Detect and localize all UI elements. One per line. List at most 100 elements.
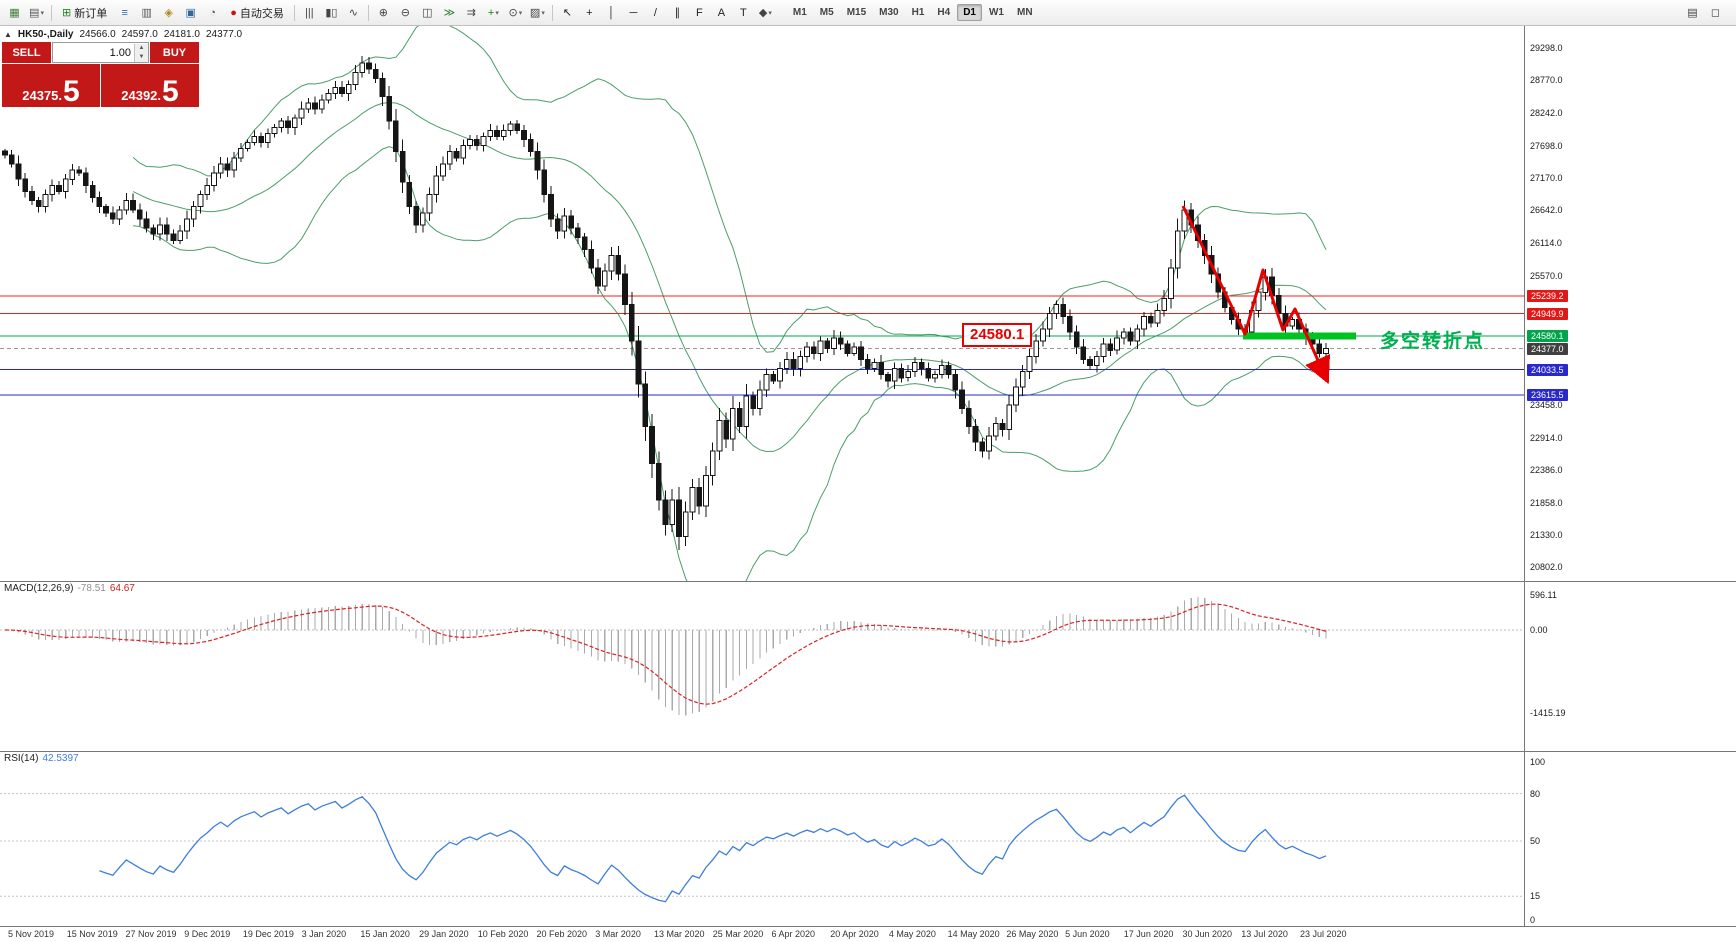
- navigator-icon[interactable]: ◈: [164, 7, 173, 19]
- data-window-icon[interactable]: ▥: [141, 7, 152, 19]
- price-axis-label: 26642.0: [1530, 205, 1563, 216]
- price-axis-label: 28770.0: [1530, 75, 1563, 86]
- sell-button[interactable]: SELL: [2, 42, 51, 63]
- zoom-out-icon[interactable]: ⊖: [400, 7, 410, 19]
- date-axis-label: 15 Nov 2019: [66, 929, 118, 939]
- vertical-line-icon[interactable]: │: [607, 6, 615, 19]
- autotrading-icon: ●: [230, 6, 237, 19]
- price-level-callout: 24580.1: [962, 323, 1033, 347]
- date-axis-label: 14 May 2020: [947, 929, 1000, 939]
- timeframe-h1-button[interactable]: H1: [911, 7, 925, 18]
- tile-windows-icon[interactable]: ◫: [422, 7, 433, 19]
- macd-panel[interactable]: MACD(12,26,9) -78.51 64.67: [0, 581, 1524, 751]
- price-level-label: 24949.9: [1527, 307, 1568, 320]
- timeframe-m5-button[interactable]: M5: [819, 7, 834, 18]
- timeframe-m1-button[interactable]: M1: [792, 7, 807, 18]
- cursor-icon[interactable]: ↖: [562, 7, 572, 19]
- toolbar-right-group: ▤ ◻: [1682, 2, 1732, 23]
- timeframe-m15-button[interactable]: M15: [846, 7, 867, 18]
- terminal-icon[interactable]: ▣: [185, 7, 196, 19]
- macd-label: MACD(12,26,9) -78.51 64.67: [4, 583, 135, 594]
- macd-axis-label: -1415.19: [1530, 708, 1566, 718]
- arrows-icon[interactable]: ◆ ▾: [758, 7, 772, 19]
- templates-button[interactable]: ▨ ▾: [529, 7, 545, 19]
- toolbar-left-group: ▦ ▤ ▾ ⊞ 新订单 ≡ ▥ ◈ ▣ ◔ ● 自动交易 ||| ▮▯ ∿ ⊕ ⊖ ◫ ≫ ⇉ + ▾ ⊙ ▾ ▨ ▾ ↖ + │ ─ / ∥…: [4, 2, 776, 23]
- bar-chart-icon[interactable]: |||: [305, 6, 314, 19]
- sell-price-big-digit: 5: [63, 74, 80, 108]
- indicators-button[interactable]: + ▾: [487, 6, 499, 19]
- macd-name: MACD(12,26,9): [4, 583, 74, 594]
- channel-icon[interactable]: ∥: [674, 7, 681, 19]
- crosshair-icon[interactable]: +: [586, 6, 593, 19]
- price-level-label: 24377.0: [1527, 342, 1568, 355]
- price-axis[interactable]: 29298.0 28770.0 28242.0 27698.0 27170.0 26642…: [1525, 26, 1736, 926]
- market-watch-icon[interactable]: ≡: [121, 6, 128, 19]
- buy-button[interactable]: BUY: [150, 42, 199, 63]
- chart-symbol: HK50-,Daily: [17, 29, 74, 40]
- rsi-panel[interactable]: RSI(14) 42.5397: [0, 751, 1524, 926]
- price-level-label: 23615.5: [1527, 389, 1568, 402]
- macd-main-value: -78.51: [77, 583, 106, 594]
- rsi-axis-label: 100: [1530, 757, 1546, 767]
- date-axis-label: 13 Jul 2020: [1241, 929, 1288, 939]
- print-icon[interactable]: ▤: [1687, 7, 1698, 19]
- date-axis-label: 20 Feb 2020: [536, 929, 588, 939]
- new-order-button[interactable]: ⊞ 新订单: [56, 2, 113, 23]
- full-screen-icon[interactable]: ◻: [1710, 7, 1721, 19]
- date-axis[interactable]: 5 Nov 2019 15 Nov 2019 27 Nov 2019 9 Dec 20…: [0, 927, 1736, 942]
- panel-separator[interactable]: [0, 581, 1736, 582]
- timeframe-d1-button[interactable]: D1: [957, 4, 982, 21]
- main-chart-panel[interactable]: ▲ HK50-,Daily 24566.0 24597.0 24181.0 24…: [0, 26, 1524, 581]
- new-chart-icon[interactable]: ▦: [9, 7, 20, 19]
- price-axis-label: 29298.0: [1530, 43, 1563, 53]
- date-axis-label: 9 Dec 2019: [184, 929, 231, 939]
- volume-down-icon[interactable]: ▼: [135, 52, 148, 62]
- sell-price-button[interactable]: 24375. 5: [2, 64, 100, 107]
- horizontal-line-icon[interactable]: ─: [629, 6, 638, 19]
- fibonacci-icon[interactable]: F: [696, 6, 703, 19]
- line-chart-icon[interactable]: ∿: [348, 7, 358, 19]
- panel-separator[interactable]: [0, 751, 1736, 752]
- collapse-trade-panel-icon[interactable]: ▲: [4, 30, 12, 39]
- timeframe-h4-button[interactable]: H4: [937, 7, 951, 18]
- rsi-axis-label: 0: [1530, 915, 1536, 925]
- price-axis-border: [1524, 26, 1525, 926]
- date-axis-label: 4 May 2020: [888, 929, 936, 939]
- timeframe-bar: M1 M5 M15 M30 H1 H4 D1 W1 MN: [787, 4, 1039, 21]
- price-level-label: 25239.2: [1527, 289, 1568, 302]
- timeframe-mn-button[interactable]: MN: [1016, 7, 1033, 18]
- volume-up-icon[interactable]: ▲: [135, 43, 148, 53]
- buy-price-button[interactable]: 24392. 5: [101, 64, 199, 107]
- zoom-in-icon[interactable]: ⊕: [378, 7, 388, 19]
- toolbar-separator: [293, 4, 295, 21]
- chart-shift-icon[interactable]: ⇉: [466, 7, 476, 19]
- profiles-icon[interactable]: ▤ ▾: [29, 7, 44, 19]
- toolbar-separator: [367, 4, 369, 21]
- date-axis-label: 13 Mar 2020: [654, 929, 705, 939]
- timeframe-w1-button[interactable]: W1: [988, 7, 1004, 18]
- periods-button[interactable]: ⊙ ▾: [508, 7, 523, 19]
- price-axis-label: 26114.0: [1530, 237, 1562, 248]
- autotrading-button[interactable]: ● 自动交易: [224, 2, 290, 23]
- ohlc-close: 24377.0: [205, 29, 243, 40]
- volume-value[interactable]: 1.00: [109, 46, 131, 59]
- text-label-icon[interactable]: T: [740, 6, 747, 19]
- price-axis-label: 23458.0: [1530, 399, 1563, 410]
- macd-chart: [0, 597, 1524, 716]
- date-axis-label: 3 Jan 2020: [301, 929, 347, 939]
- timeframe-m30-button[interactable]: M30: [879, 7, 899, 18]
- toolbar-separator: [51, 4, 52, 21]
- price-axis-label: 28242.0: [1530, 107, 1563, 118]
- text-icon[interactable]: A: [717, 6, 726, 19]
- price-axis-label: 20802.0: [1530, 562, 1563, 572]
- candlestick-chart-icon[interactable]: ▮▯: [325, 7, 338, 19]
- strategy-tester-icon[interactable]: ◔: [209, 6, 217, 19]
- date-axis-label: 23 Jul 2020: [1300, 929, 1347, 939]
- trendline-icon[interactable]: /: [653, 6, 657, 19]
- date-axis-label: 20 Apr 2020: [830, 929, 879, 939]
- volume-field[interactable]: 1.00 ▲ ▼: [52, 42, 149, 63]
- macd-axis-label: 0.00: [1530, 625, 1548, 635]
- rsi-label: RSI(14) 42.5397: [4, 753, 79, 764]
- auto-scroll-icon[interactable]: ≫: [443, 7, 456, 19]
- date-axis-label: 17 Jun 2020: [1123, 929, 1174, 939]
